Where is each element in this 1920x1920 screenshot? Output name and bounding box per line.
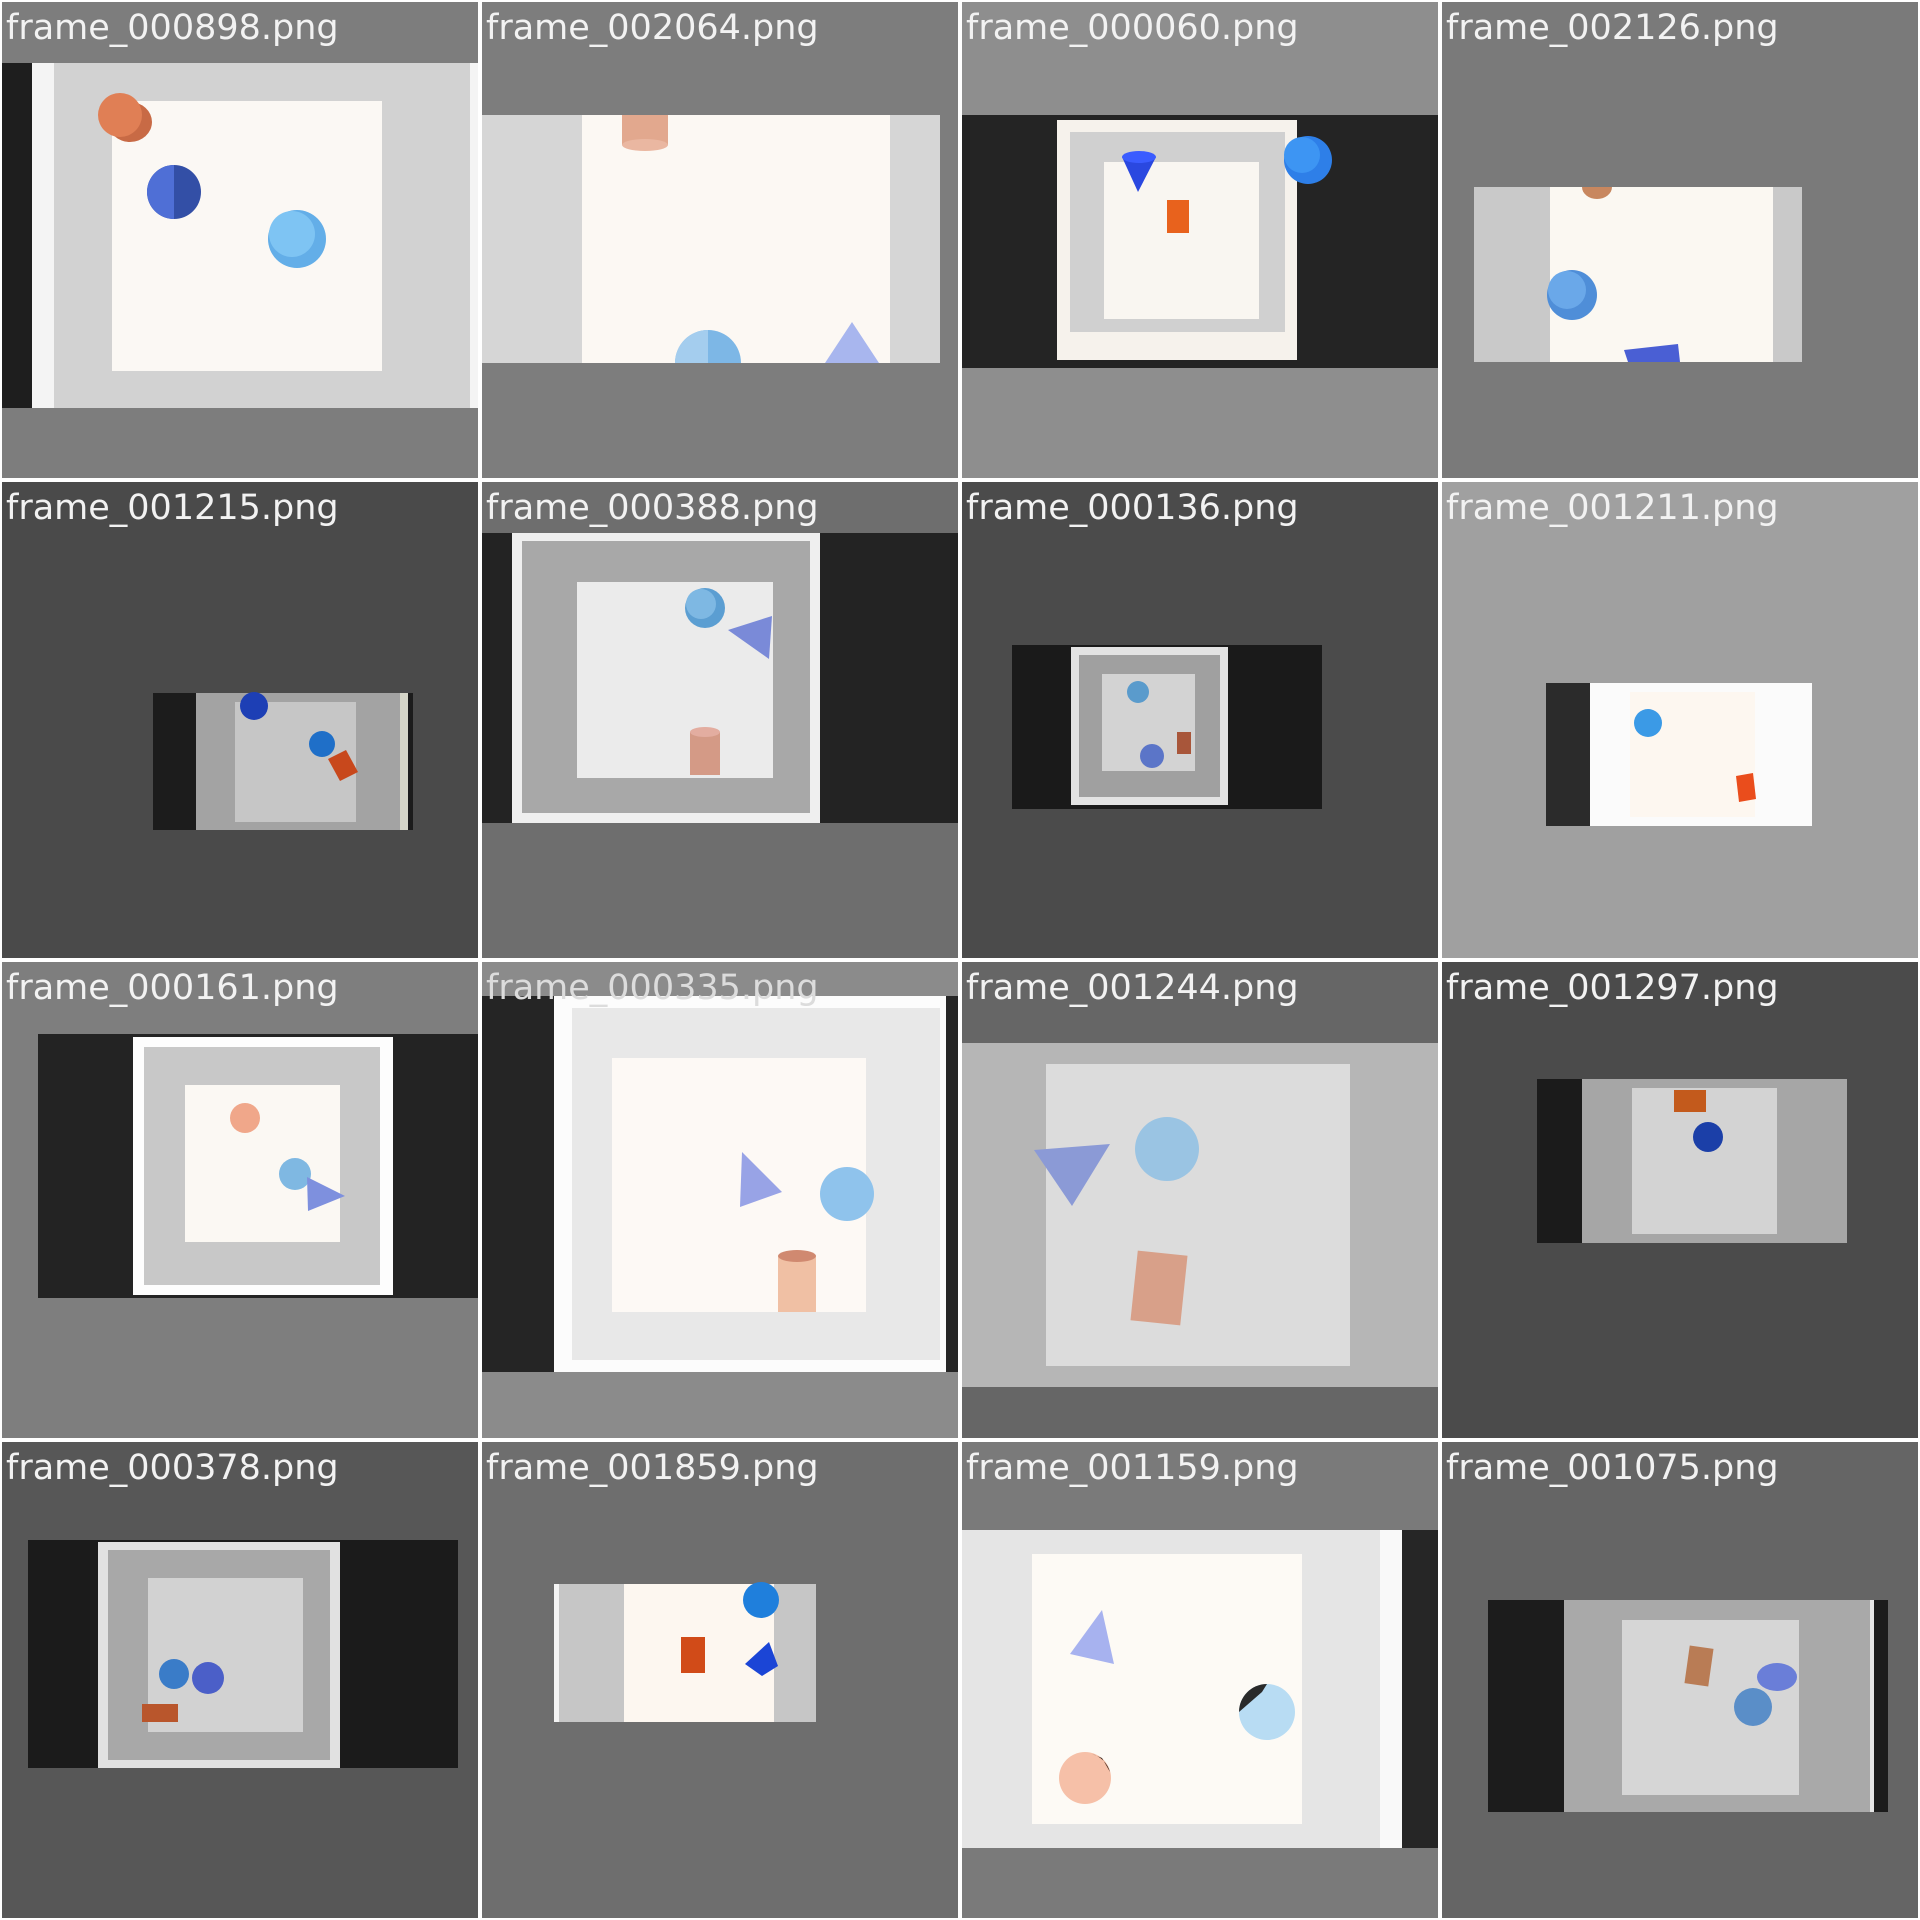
cylinder-shape [328,750,358,781]
frame-image [482,2,958,478]
sphere-shape [820,1167,874,1221]
sphere-shape [1140,744,1164,768]
sphere-shape [159,1659,189,1689]
frame-tile: frame_000060.png [962,2,1438,478]
frame-image [962,962,1438,1438]
frame-image [1442,482,1918,958]
frame-image [2,482,478,958]
cone-shape [1122,151,1156,192]
frame-tile: frame_001215.png [2,482,478,958]
sphere-shape [240,692,268,720]
cone-shape [745,1642,778,1676]
cylinder-shape [1059,1752,1111,1804]
frame-tile: frame_001211.png [1442,482,1918,958]
frame-image [962,482,1438,958]
sphere-shape [1127,681,1149,703]
cone-shape [825,322,879,363]
sphere-shape [1734,1688,1772,1726]
sphere-shape [1135,1117,1199,1181]
cylinder-shape [681,1637,705,1673]
sphere-shape [1239,1684,1295,1740]
sphere-shape [309,731,335,757]
cylinder-shape [690,727,720,775]
frame-tile: frame_000898.png [2,2,478,478]
frame-tile: frame_001297.png [1442,962,1918,1438]
cylinder-shape [1736,773,1756,802]
cylinder-shape [142,1704,178,1722]
frame-image [2,2,478,478]
sphere-shape [1634,709,1662,737]
frame-image [482,962,958,1438]
frame-tile: frame_002064.png [482,2,958,478]
cylinder-shape [778,1250,816,1312]
sphere-shape [1693,1122,1723,1152]
cylinder-shape [1582,187,1612,199]
sphere-shape [1284,136,1332,184]
frame-tile: frame_002126.png [1442,2,1918,478]
sphere-shape [675,330,741,363]
cylinder-shape [98,93,152,142]
cylinder-shape [622,115,668,151]
sphere-shape [147,165,201,219]
frame-image [2,1442,478,1918]
sphere-shape [279,1158,311,1190]
frame-tile: frame_001244.png [962,962,1438,1438]
cylinder-shape [1684,1645,1714,1687]
cone-shape [307,1177,345,1211]
frame-image [482,482,958,958]
cone-shape [1624,344,1680,362]
frame-image [962,1442,1438,1918]
sphere-shape [192,1662,224,1694]
frame-tile: frame_001859.png [482,1442,958,1918]
frame-tile: frame_000136.png [962,482,1438,958]
frame-tile: frame_000378.png [2,1442,478,1918]
frame-image [1442,962,1918,1438]
frame-tile: frame_000388.png [482,482,958,958]
cone-shape [1070,1610,1114,1664]
frame-image [482,1442,958,1918]
cylinder-shape [1167,200,1189,233]
frame-tile: frame_000335.png [482,962,958,1438]
frame-image [1442,2,1918,478]
sphere-shape [230,1103,260,1133]
frame-image [962,2,1438,478]
sphere-shape [743,1582,779,1618]
cone-shape [1034,1144,1110,1206]
frame-tile: frame_001075.png [1442,1442,1918,1918]
cone-shape [728,616,772,659]
cylinder-shape [1674,1090,1706,1112]
sphere-shape [1547,270,1597,320]
frame-tile: frame_001159.png [962,1442,1438,1918]
frame-image [1442,1442,1918,1918]
cone-shape [740,1152,782,1207]
frame-tile: frame_000161.png [2,962,478,1438]
sphere-shape [685,588,725,628]
cylinder-shape [1130,1250,1188,1326]
cylinder-shape [1177,732,1191,754]
frame-image [2,962,478,1438]
cone-shape [1757,1663,1797,1691]
sphere-shape [268,210,326,268]
